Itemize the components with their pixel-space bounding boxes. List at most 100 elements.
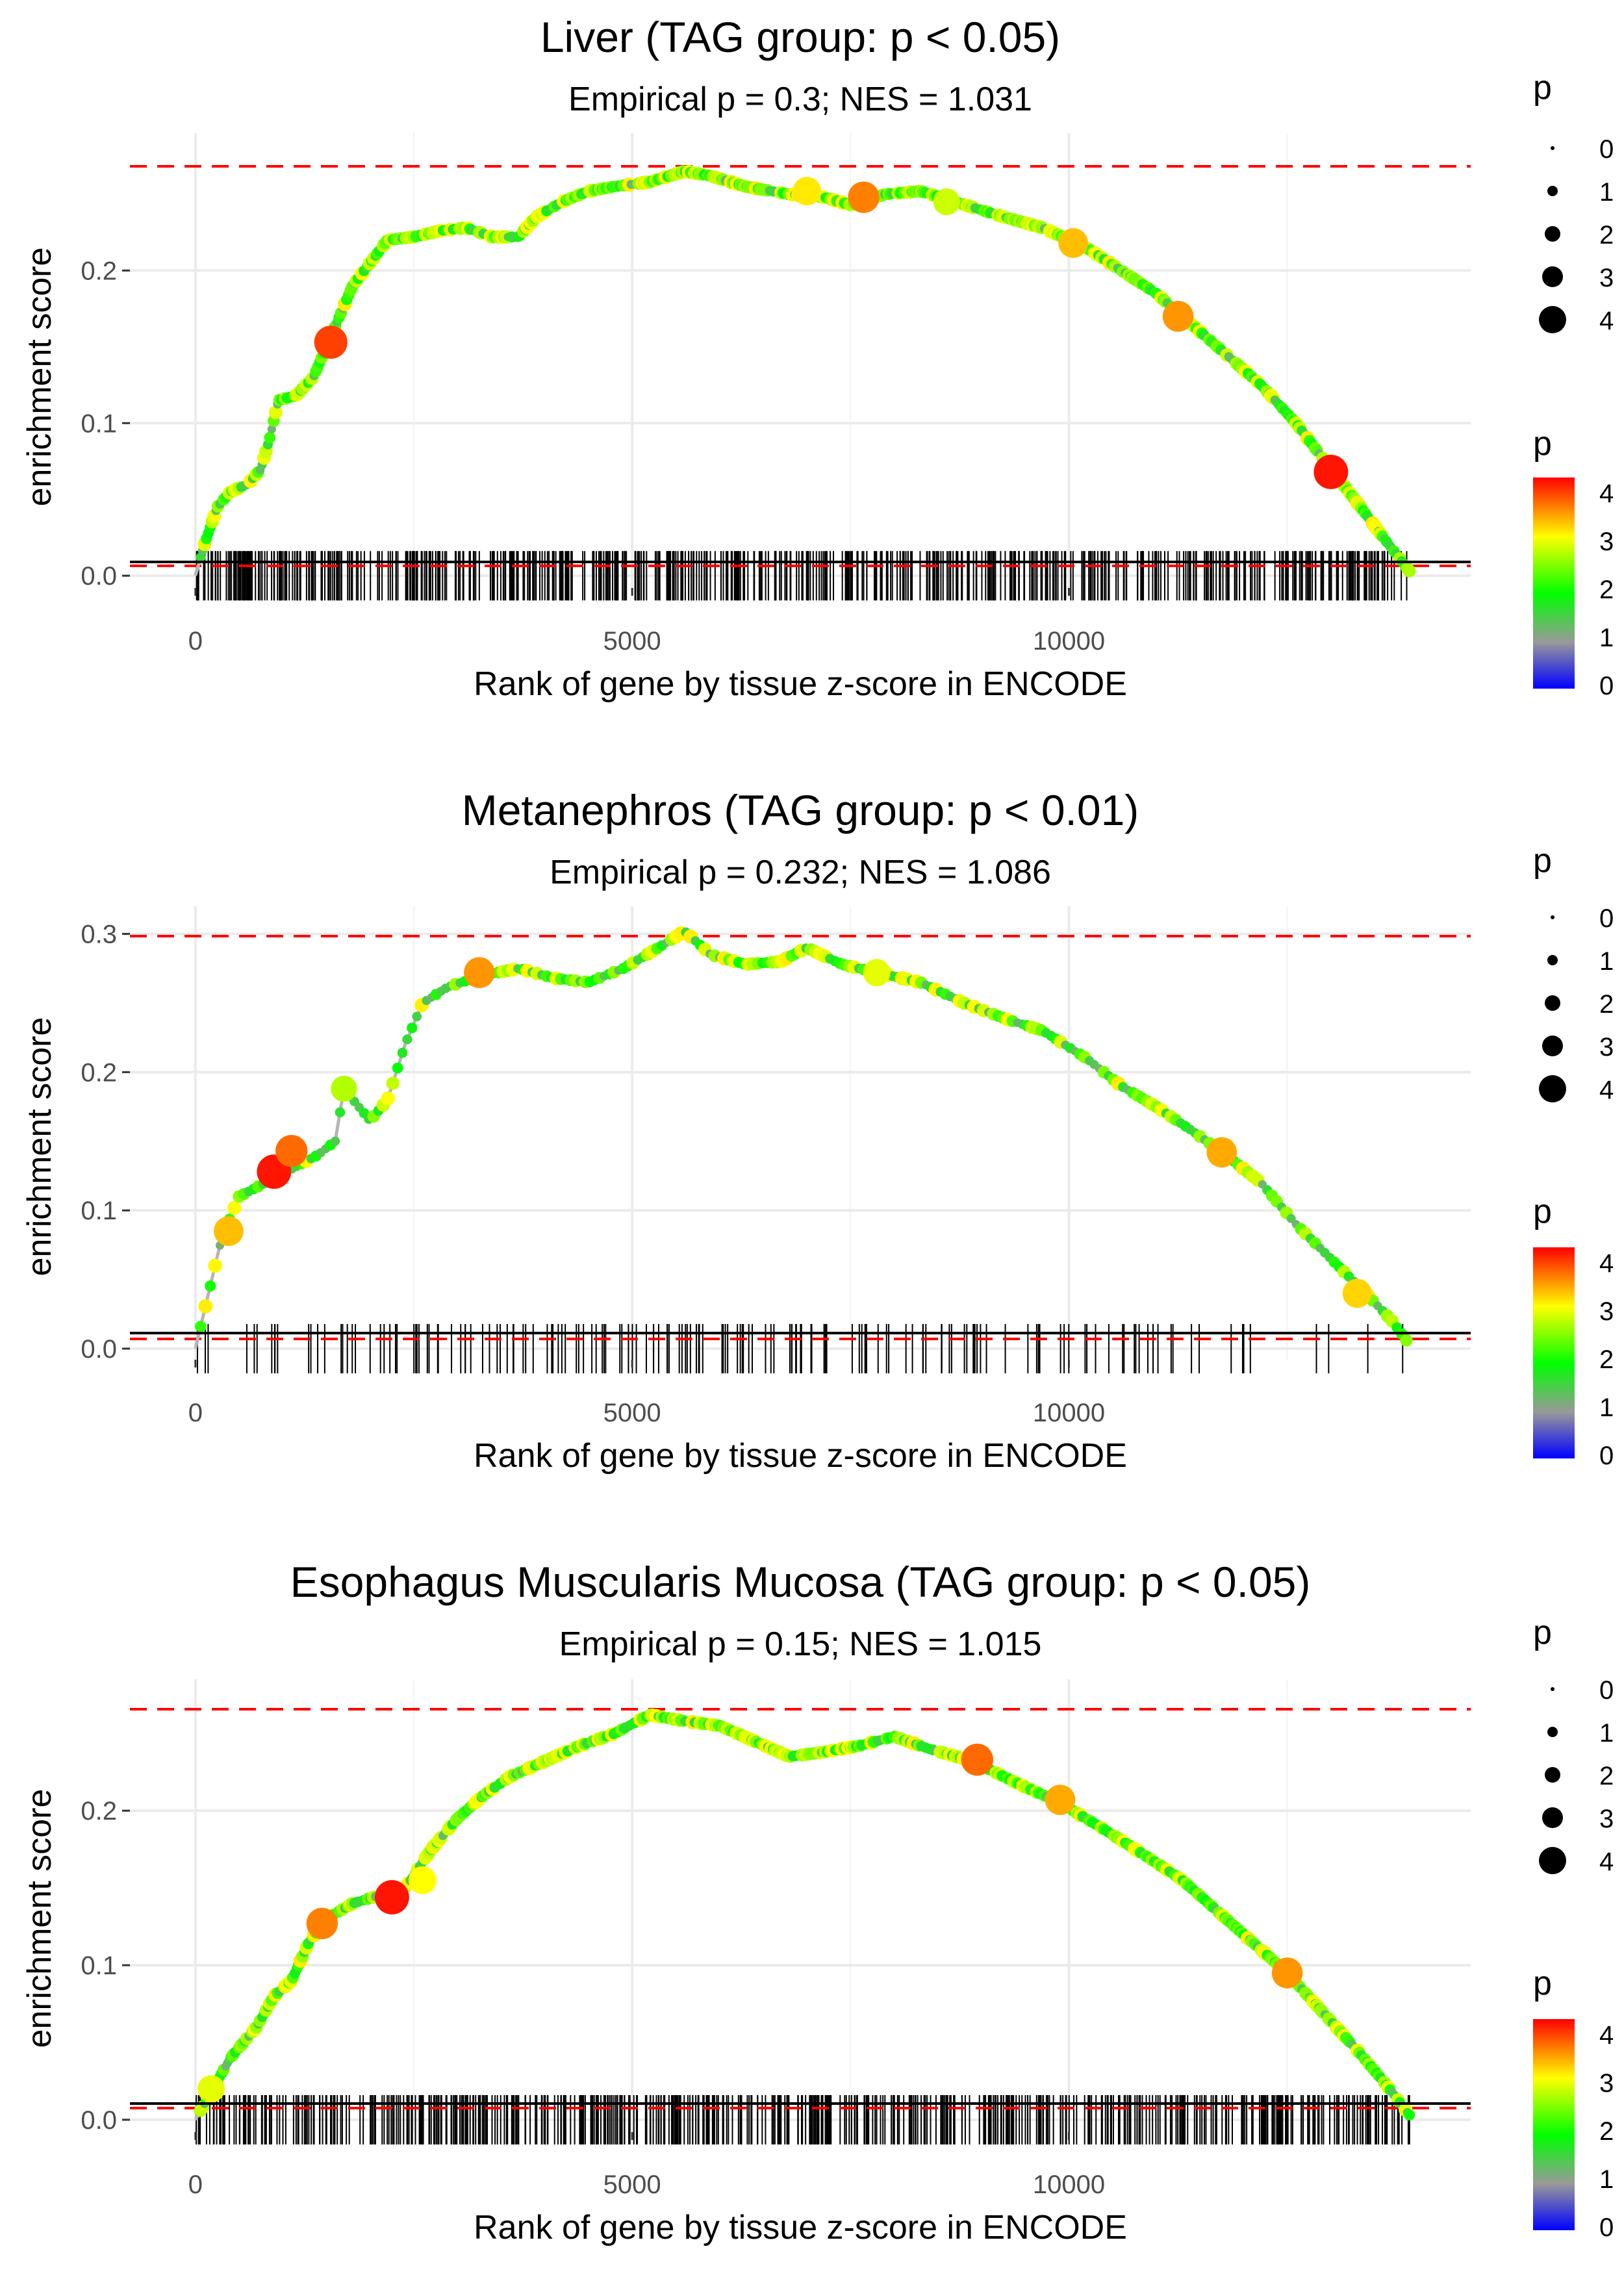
x-axis: 0 5000 10000 [188,2132,1105,2199]
color-legend-label-3: 3 [1599,528,1614,556]
size-legend-label-1: 1 [1599,178,1614,207]
color-legend-title: p [1533,1965,1552,2002]
x-axis-label: Rank of gene by tissue z-score in ENCODE [474,1437,1127,1475]
size-legend: p 0 1 2 3 4 [1533,842,1614,1104]
x-tick-label: 0 [188,2170,203,2199]
color-legend-label-3: 3 [1599,2069,1614,2098]
es-point [227,1201,242,1215]
significant-point [1271,1957,1303,1989]
significant-point [961,1744,993,1776]
significant-point [1045,1785,1076,1815]
y-tick-label: 0.1 [81,1952,117,1980]
chart-title: Esophagus Muscularis Mucosa (TAG group: … [290,1558,1311,1606]
y-axis: 0.0 0.1 0.2 0.3 [81,921,130,1364]
gridlines [130,133,1471,588]
size-legend-dot-3 [1542,1036,1563,1056]
highlight-points [314,177,1349,489]
es-point [330,1136,340,1146]
size-legend-dot-2 [1545,1767,1560,1783]
size-legend-dot-4 [1539,1075,1566,1102]
x-tick-label: 10000 [1033,2170,1105,2199]
size-legend-label-1: 1 [1599,947,1614,976]
y-tick-label: 0.0 [81,2106,117,2135]
size-legend-dot-1 [1547,955,1558,965]
size-legend-label-0: 0 [1599,904,1614,933]
chart-title: Metanephros (TAG group: p < 0.01) [462,786,1139,834]
size-legend-label-2: 2 [1599,990,1614,1019]
significant-point [306,1907,338,1940]
y-tick-label: 0.2 [81,1797,117,1825]
color-bar [1533,477,1575,689]
color-legend-title: p [1533,425,1552,463]
y-axis-label: enrichment score [21,1789,58,2048]
color-legend-title: p [1533,1193,1552,1230]
y-axis-label: enrichment score [21,248,58,507]
color-legend-label-4: 4 [1599,479,1614,508]
size-legend-dot-0 [1551,915,1554,919]
size-legend-label-3: 3 [1599,264,1614,292]
es-point [402,1034,412,1045]
size-legend-title: p [1533,1614,1552,1651]
y-tick-label: 0.0 [81,1335,117,1364]
size-legend-dot-2 [1545,995,1560,1011]
panel-3: Esophagus Muscularis Mucosa (TAG group: … [21,1558,1614,2246]
y-tick-label: 0.2 [81,1058,117,1087]
size-legend-label-3: 3 [1599,1033,1614,1062]
color-legend-label-0: 0 [1599,672,1614,700]
significant-point [214,1216,244,1246]
es-point [407,1023,418,1034]
x-tick-label: 0 [188,1399,203,1427]
significant-point [1206,1137,1237,1168]
es-point [208,1258,222,1273]
es-point [1286,1214,1296,1223]
size-legend: p 0 1 2 3 4 [1533,69,1614,335]
size-legend-dot-3 [1542,1807,1563,1828]
size-legend-label-4: 4 [1599,1076,1614,1104]
es-point [267,425,277,434]
es-point [397,1047,408,1058]
size-legend-dot-0 [1551,146,1554,150]
y-tick-label: 0.2 [81,257,117,285]
size-legend-label-3: 3 [1599,1805,1614,1833]
x-tick-label: 5000 [603,2170,661,2199]
size-legend-dot-0 [1551,1687,1554,1691]
y-axis: 0.0 0.1 0.2 [81,1797,130,2135]
color-bar [1533,2019,1575,2230]
chart-title: Liver (TAG group: p < 0.05) [540,13,1060,61]
size-legend-dot-1 [1547,186,1558,196]
color-legend: p 4 3 2 1 0 [1533,1965,1614,2242]
x-tick-label: 5000 [603,1399,661,1427]
es-point [1404,2109,1415,2120]
size-legend-label-2: 2 [1599,221,1614,249]
es-point [1400,1334,1413,1347]
x-axis-label: Rank of gene by tissue z-score in ENCODE [474,2209,1127,2246]
size-legend-title: p [1533,842,1552,880]
significant-point [793,177,822,206]
color-bar [1533,1247,1575,1458]
color-legend-label-0: 0 [1599,2213,1614,2242]
es-point [1402,564,1416,578]
significant-point [374,1879,409,1914]
highlight-points [197,1744,1303,2103]
color-legend-label-0: 0 [1599,1442,1614,1470]
chart-subtitle: Empirical p = 0.3; NES = 1.031 [568,81,1032,118]
x-axis: 0 5000 10000 [188,1360,1105,1427]
chart-subtitle: Empirical p = 0.232; NES = 1.086 [550,854,1051,891]
size-legend-label-2: 2 [1599,1762,1614,1790]
size-legend-dot-2 [1545,226,1560,242]
x-axis-label: Rank of gene by tissue z-score in ENCODE [474,665,1127,703]
es-point [264,431,276,444]
significant-point [863,959,891,987]
significant-point [1342,1278,1372,1308]
enrichment-curve [194,165,1416,578]
es-point [381,1091,396,1106]
size-legend-label-4: 4 [1599,1848,1614,1876]
size-legend-label-4: 4 [1599,307,1614,335]
y-tick-label: 0.3 [81,921,117,949]
color-legend-label-2: 2 [1599,2117,1614,2146]
color-legend-label-2: 2 [1599,1345,1614,1374]
color-legend-label-2: 2 [1599,576,1614,604]
color-legend-label-1: 1 [1599,2165,1614,2194]
